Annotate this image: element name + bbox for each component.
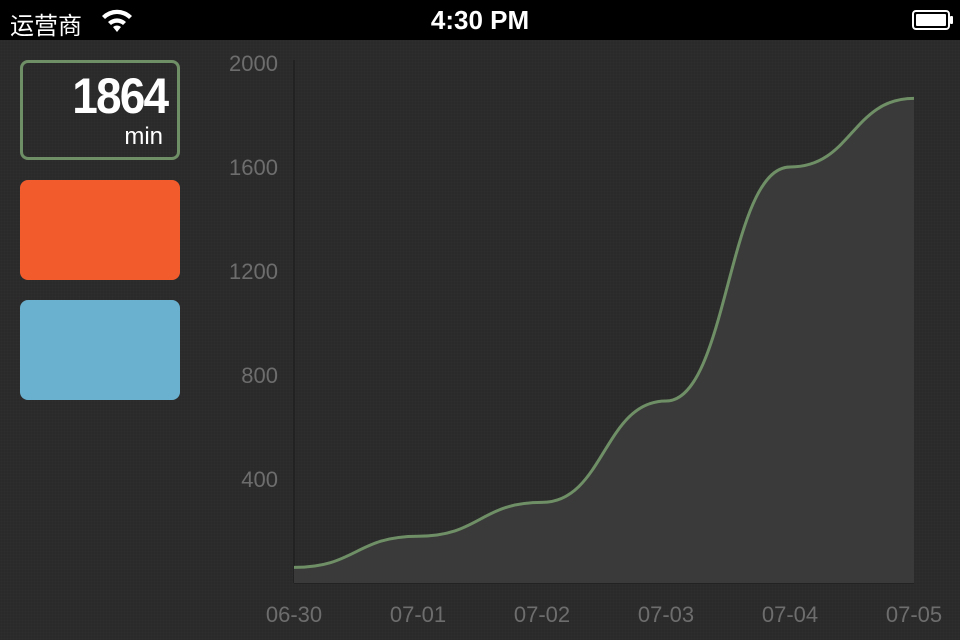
chart-series-line <box>293 96 915 569</box>
carrier-label: 运营商 <box>10 12 82 40</box>
total-minutes-unit: min <box>124 123 163 150</box>
y-tick-label: 1600 <box>229 155 278 180</box>
chart-area-fill <box>294 98 914 584</box>
x-tick-label: 07-03 <box>638 602 694 627</box>
y-tick-label: 2000 <box>229 51 278 76</box>
x-tick-label: 07-05 <box>886 602 942 627</box>
x-tick-label: 07-02 <box>514 602 570 627</box>
x-tick-label: 06-30 <box>266 602 322 627</box>
x-tick-label: 07-04 <box>762 602 818 627</box>
minutes-chart: 400 800 1200 1600 2000 06-30 07-01 07-02 07-03 0… <box>229 51 942 627</box>
y-tick-label: 1200 <box>229 259 278 284</box>
y-tick-label: 800 <box>241 363 278 388</box>
status-clock: 4:30 PM <box>430 5 530 35</box>
blue-category-card[interactable] <box>20 300 180 400</box>
y-tick-label: 400 <box>241 467 278 492</box>
x-tick-label: 07-01 <box>390 602 446 627</box>
total-minutes-value: 1864 <box>72 68 169 124</box>
battery-icon <box>912 10 953 30</box>
orange-category-card[interactable] <box>20 180 180 280</box>
status-bar: 运营商 4:30 PM <box>0 0 960 40</box>
wifi-icon <box>102 9 132 32</box>
main-area: 1864 min 400 800 1200 1600 2000 06-30 07-01 07… <box>0 40 960 640</box>
total-minutes-card[interactable]: 1864 min <box>20 60 180 160</box>
